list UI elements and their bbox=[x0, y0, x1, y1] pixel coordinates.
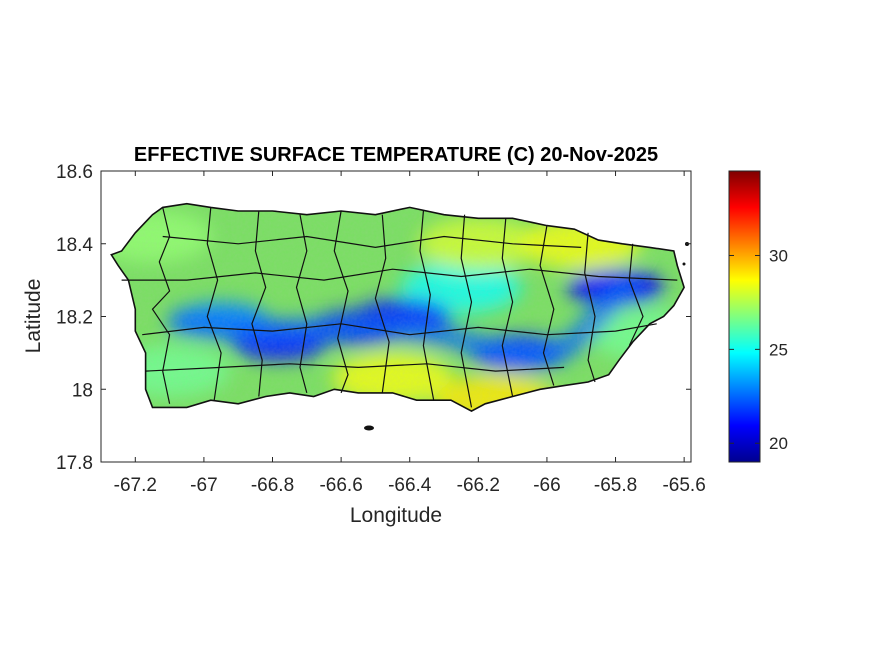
x-tick-label: -66.8 bbox=[251, 475, 294, 496]
x-axis-title: Longitude bbox=[350, 504, 442, 527]
x-tick-label: -66.4 bbox=[388, 475, 432, 496]
municipal-boundary bbox=[628, 243, 644, 346]
municipal-boundary bbox=[251, 210, 267, 397]
map-layer bbox=[110, 202, 689, 431]
y-axis: 17.8 18 18.2 18.4 18.6 bbox=[56, 162, 691, 474]
municipal-boundary bbox=[145, 363, 565, 372]
x-tick-label: -66 bbox=[533, 475, 560, 496]
municipal-boundaries bbox=[121, 207, 678, 408]
y-tick-label: 18.2 bbox=[56, 308, 93, 329]
y-tick-label: 18 bbox=[72, 380, 93, 401]
islet bbox=[682, 262, 686, 266]
x-tick-label: -66.2 bbox=[457, 475, 500, 496]
municipal-boundary bbox=[142, 323, 657, 336]
colorbar-ticks: 20 25 30 bbox=[729, 246, 788, 453]
municipal-boundary bbox=[501, 218, 514, 397]
municipal-boundary bbox=[121, 268, 678, 281]
colorbar-tick-label: 25 bbox=[769, 340, 788, 359]
municipal-boundary bbox=[539, 225, 555, 386]
y-tick-label: 18.4 bbox=[56, 235, 93, 256]
x-tick-label: -67.2 bbox=[114, 475, 157, 496]
y-tick-label: 17.8 bbox=[56, 453, 93, 474]
caja-de-muertos-islet bbox=[364, 425, 374, 431]
x-tick-label: -65.8 bbox=[594, 475, 637, 496]
municipal-boundary bbox=[295, 214, 308, 394]
municipal-boundary bbox=[584, 232, 596, 383]
colorbar-gradient bbox=[728, 170, 761, 463]
offshore-islets bbox=[364, 242, 689, 431]
x-tick-label: -65.6 bbox=[662, 475, 705, 496]
municipal-boundary bbox=[162, 235, 582, 249]
chart-title: EFFECTIVE SURFACE TEMPERATURE (C) 20-Nov… bbox=[134, 144, 658, 166]
municipal-boundary bbox=[151, 207, 171, 404]
y-axis-title: Latitude bbox=[22, 279, 45, 354]
colorbar: 20 25 30 bbox=[728, 170, 788, 463]
municipal-boundary bbox=[374, 214, 390, 393]
y-tick-label: 18.6 bbox=[56, 162, 93, 183]
colorbar-tick-label: 20 bbox=[769, 434, 788, 453]
coastline bbox=[110, 202, 685, 413]
field-texture bbox=[111, 203, 685, 412]
municipal-boundary bbox=[460, 214, 473, 408]
colorbar-tick-label: 30 bbox=[769, 246, 788, 265]
municipal-boundary bbox=[333, 210, 349, 394]
x-tick-label: -66.6 bbox=[319, 475, 362, 496]
x-tick-label: -67 bbox=[190, 475, 217, 496]
x-axis: -67.2 -67 -66.8 -66.6 -66.4 -66.2 -66 -65.8 -65.… bbox=[114, 171, 706, 496]
municipal-boundary bbox=[206, 207, 222, 401]
